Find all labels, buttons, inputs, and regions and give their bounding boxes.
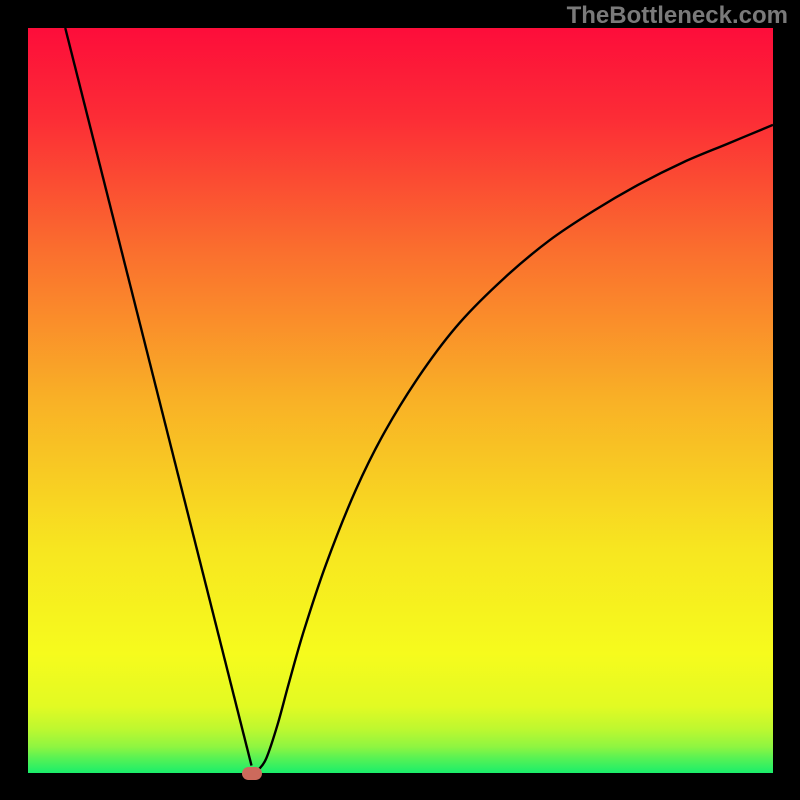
chart-container: TheBottleneck.com bbox=[0, 0, 800, 800]
curve-left-branch bbox=[65, 28, 251, 766]
plot-area bbox=[28, 28, 773, 773]
minimum-marker bbox=[242, 767, 262, 780]
curve-right-branch bbox=[259, 125, 773, 769]
curve-svg bbox=[28, 28, 773, 773]
watermark-text: TheBottleneck.com bbox=[567, 2, 788, 30]
